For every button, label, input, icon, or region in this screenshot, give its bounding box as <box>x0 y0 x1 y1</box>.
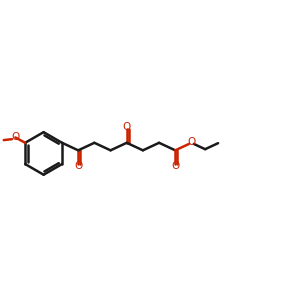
Text: O: O <box>123 122 131 132</box>
Text: O: O <box>171 161 179 172</box>
Text: O: O <box>74 161 82 172</box>
Text: O: O <box>188 137 196 147</box>
Text: O: O <box>11 132 20 142</box>
